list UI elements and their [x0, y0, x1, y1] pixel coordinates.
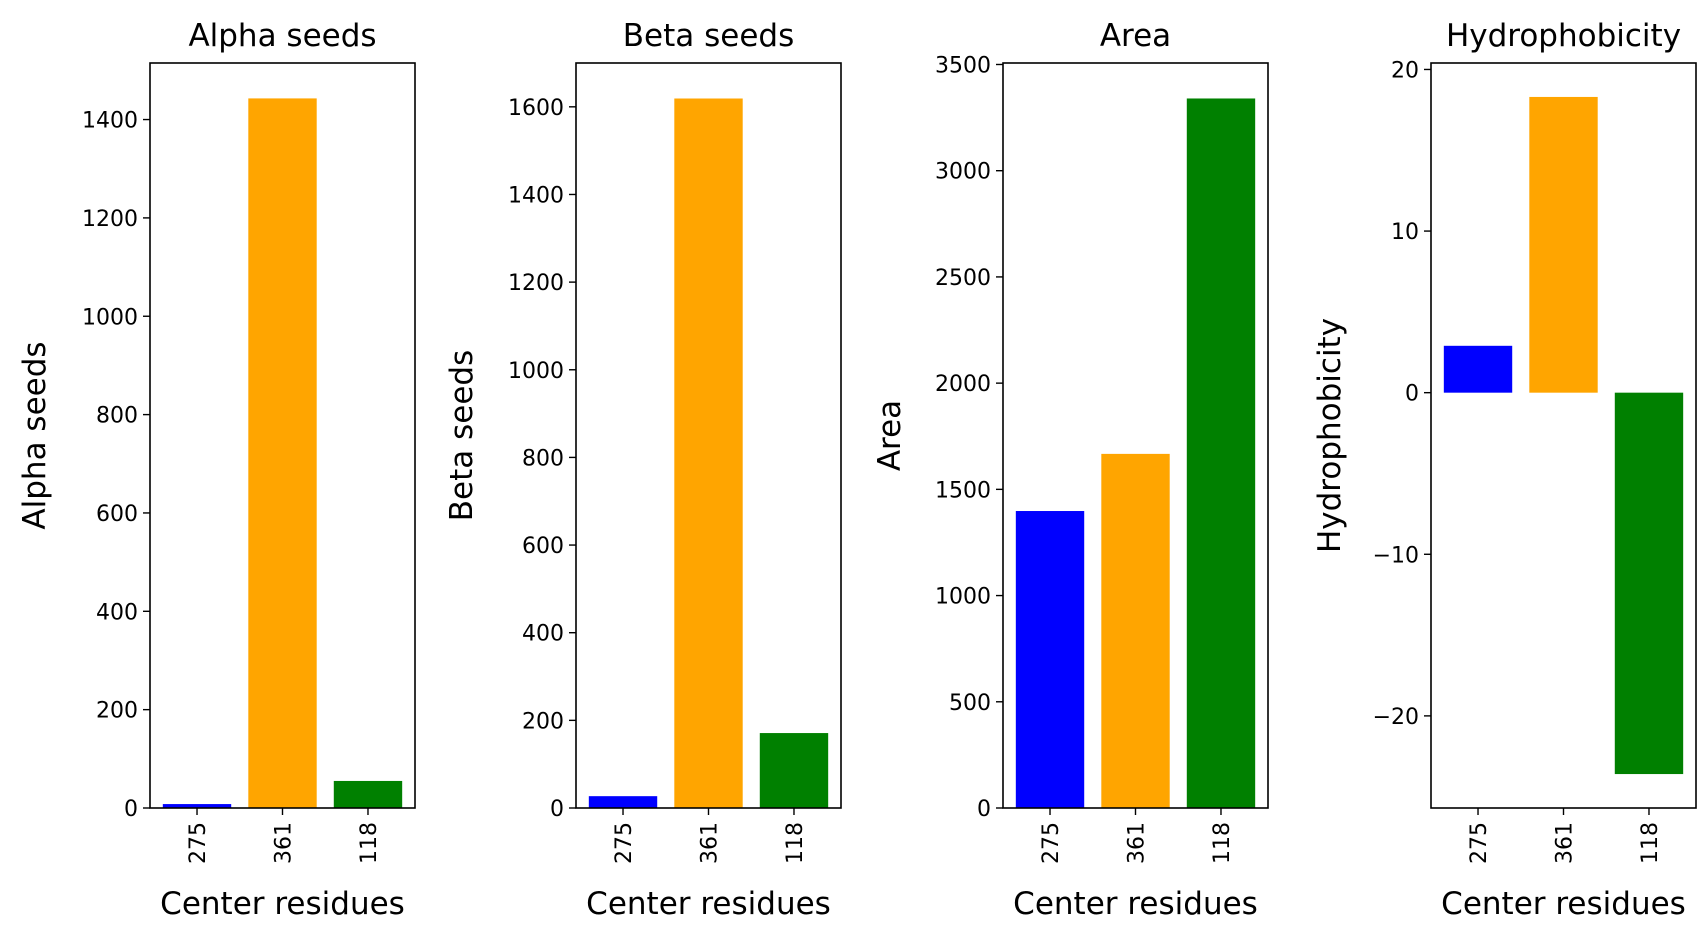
x-axis-label: Center residues [1441, 886, 1686, 922]
y-tick-label: 0 [550, 797, 564, 822]
bar-118 [759, 733, 829, 808]
y-tick-label: 0 [977, 797, 991, 822]
chart-panel-3: 0 500 1000 1500 2000 2500 3000 3500 275 361 118 Are… [872, 18, 1269, 922]
y-tick-label: 1400 [508, 183, 564, 208]
y-axis-label: Hydrophobicity [1312, 318, 1348, 553]
x-tick-label: 118 [783, 822, 808, 864]
y-tick-label: 500 [949, 691, 991, 716]
x-tick-label: 118 [1638, 822, 1663, 864]
x-tick-label: 361 [1125, 822, 1150, 864]
y-tick-label: 1000 [935, 585, 991, 610]
y-tick-label: 400 [96, 600, 138, 625]
y-tick-label: 2000 [935, 372, 991, 397]
x-tick-label: 275 [612, 822, 637, 864]
chart-panel-1: 0 200 400 600 800 1000 1200 1400 275 361 118 Alpha … [17, 18, 416, 922]
bar-275 [1443, 345, 1513, 393]
y-tick-label: 3500 [935, 53, 991, 78]
x-tick-label: 118 [1210, 822, 1235, 864]
chart-panel-4: −20 −10 0 10 20 275 361 118 Hydrophobicity Center… [1312, 18, 1697, 922]
y-tick-label: 1000 [508, 359, 564, 384]
y-axis-label: Area [872, 400, 908, 471]
y-tick-label: 10 [1391, 220, 1419, 245]
x-tick-label: 361 [272, 822, 297, 864]
y-tick-label: 1500 [935, 478, 991, 503]
chart-title: Area [1100, 18, 1171, 54]
x-tick-label: 275 [186, 822, 211, 864]
y-tick-label: 800 [96, 404, 138, 429]
y-tick-label: 600 [522, 534, 564, 559]
y-tick-label: 600 [96, 502, 138, 527]
y-axis-label: Beta seeds [444, 350, 480, 521]
bar-275 [162, 804, 232, 808]
bar-275 [1015, 511, 1085, 808]
chart-title: Beta seeds [623, 18, 794, 54]
chart-title: Alpha seeds [188, 18, 376, 54]
y-tick-label: 1200 [82, 207, 138, 232]
x-axis-label: Center residues [586, 886, 831, 922]
y-tick-label: 200 [522, 709, 564, 734]
y-tick-label: 3000 [935, 160, 991, 185]
y-tick-label: 0 [124, 797, 138, 822]
y-tick-label: 200 [96, 699, 138, 724]
x-tick-label: 361 [698, 822, 723, 864]
y-tick-label: 1600 [508, 96, 564, 121]
y-tick-label: −10 [1373, 543, 1419, 568]
bar-361 [1529, 96, 1598, 393]
x-axis-label: Center residues [160, 886, 405, 922]
y-tick-label: 20 [1391, 58, 1419, 83]
y-tick-label: 2500 [935, 266, 991, 291]
y-tick-label: 1200 [508, 271, 564, 296]
bar-361 [674, 98, 743, 808]
x-tick-label: 361 [1553, 822, 1578, 864]
chart-title: Hydrophobicity [1446, 18, 1681, 54]
bar-118 [333, 780, 403, 808]
y-tick-label: 800 [522, 446, 564, 471]
y-tick-label: −20 [1373, 705, 1419, 730]
bar-361 [1101, 453, 1170, 808]
x-tick-label: 118 [357, 822, 382, 864]
y-tick-label: 400 [522, 622, 564, 647]
bar-118 [1186, 98, 1256, 809]
bar-118 [1614, 392, 1684, 775]
bar-361 [248, 98, 317, 808]
x-axis-label: Center residues [1013, 886, 1258, 922]
y-axis-label: Alpha seeds [17, 341, 53, 529]
bar-275 [588, 796, 658, 808]
chart-panel-2: 0 200 400 600 800 1000 1200 1400 1600 275 361 118 Be… [444, 18, 842, 922]
x-tick-label: 275 [1039, 822, 1064, 864]
y-tick-label: 0 [1405, 382, 1419, 407]
x-tick-label: 275 [1467, 822, 1492, 864]
y-tick-label: 1400 [82, 109, 138, 134]
y-tick-label: 1000 [82, 305, 138, 330]
